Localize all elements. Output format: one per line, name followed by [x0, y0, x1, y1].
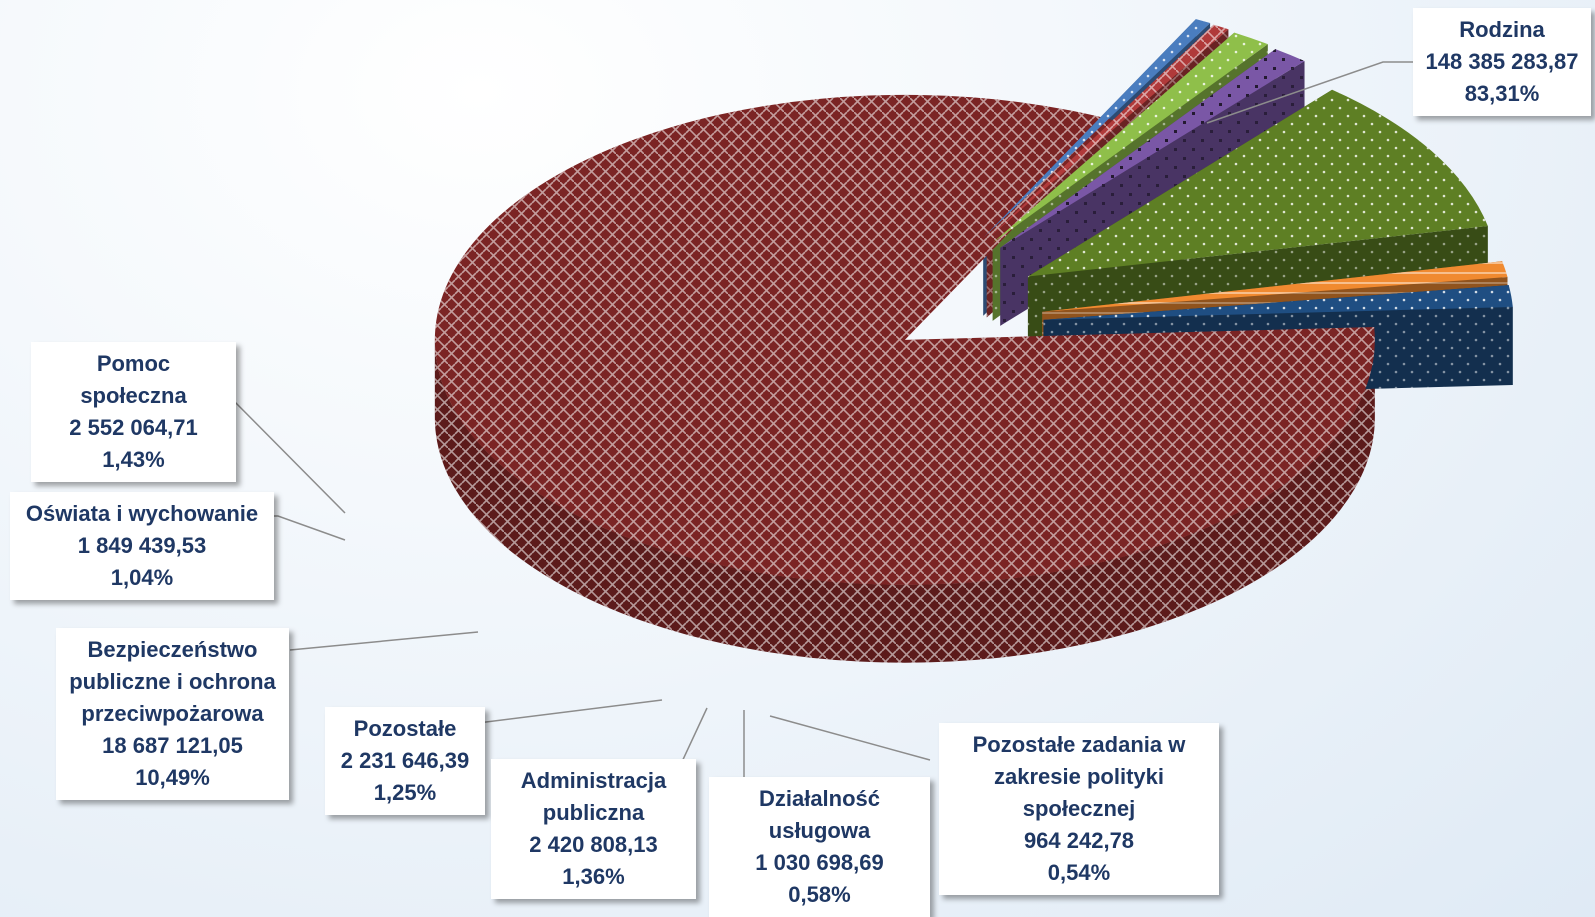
slice-side-rodzina — [434, 339, 1375, 663]
label-pozostale-name: Pozostałe — [353, 716, 457, 741]
label-polityka-spoleczna-name: Pozostałe zadania w zakresie polityki sp… — [972, 732, 1186, 821]
slice-administracja-publiczna — [992, 32, 1268, 243]
slice-dzia-alno-us-ugowa — [986, 24, 1229, 240]
label-pomoc: Pomoc społeczna 2 552 064,71 1,43% — [31, 342, 236, 482]
label-rodzina-value: 148 385 283,87 — [1425, 49, 1579, 74]
label-oswiata: Oświata i wychowanie 1 849 439,53 1,04% — [10, 492, 274, 600]
label-polityka-spoleczna-value: 964 242,78 — [1023, 828, 1135, 853]
label-administracja-name: Administracja publiczna — [520, 768, 667, 825]
label-administracja: Administracja publiczna 2 420 808,13 1,3… — [491, 759, 696, 899]
slice-bezpiecze-stwo-publiczne-i-ochrona-przeciwpo-arowa — [1027, 89, 1488, 277]
label-pozostale-value: 2 231 646,39 — [340, 748, 470, 773]
label-dzialalnosc-percent: 0,58% — [788, 882, 851, 907]
label-oswiata-name: Oświata i wychowanie — [25, 501, 259, 526]
label-dzialalnosc-value: 1 030 698,69 — [755, 850, 884, 875]
label-oswiata-value: 1 849 439,53 — [77, 533, 207, 558]
label-bezpieczenstwo-name: Bezpieczeństwo publiczne i ochrona przec… — [69, 637, 276, 726]
label-pomoc-value: 2 552 064,71 — [69, 415, 198, 440]
label-dzialalnosc: Działalność usługowa 1 030 698,69 0,58% — [709, 777, 930, 917]
label-bezpieczenstwo-percent: 10,49% — [135, 765, 210, 790]
leader-line-2 — [274, 515, 346, 541]
label-oswiata-percent: 1,04% — [110, 565, 174, 590]
slice-pozosta-e-zadania-w-zakresie-polityki-spo-ecznej — [983, 19, 1211, 238]
slice-pozosta-e — [1000, 49, 1305, 248]
label-bezpieczenstwo-value: 18 687 121,05 — [102, 733, 243, 758]
pie-top-layer — [434, 19, 1513, 585]
slice-o-wiata-i-wychowanie — [1042, 261, 1508, 312]
label-pomoc-percent: 1,43% — [102, 447, 165, 472]
label-rodzina-percent: 83,31% — [1464, 81, 1540, 106]
label-pozostale: Pozostałe 2 231 646,39 1,25% — [325, 707, 485, 815]
label-dzialalnosc-name: Działalność usługowa — [758, 786, 881, 843]
leader-line-4 — [477, 699, 663, 724]
label-bezpieczenstwo: Bezpieczeństwo publiczne i ochrona przec… — [56, 628, 289, 800]
label-pozostale-percent: 1,25% — [373, 780, 437, 805]
leader-line-3 — [289, 631, 479, 651]
label-rodzina-name: Rodzina — [1459, 17, 1545, 42]
slice-pomoc-spo-eczna — [1043, 285, 1513, 320]
label-administracja-value: 2 420 808,13 — [529, 832, 658, 857]
label-pomoc-name: Pomoc społeczna — [80, 351, 187, 408]
slice-rodzina — [434, 94, 1375, 585]
label-rodzina: Rodzina 148 385 283,87 83,31% — [1413, 8, 1591, 116]
label-polityka-spoleczna: Pozostałe zadania w zakresie polityki sp… — [939, 723, 1219, 895]
leader-line-0 — [1206, 61, 1413, 124]
leader-line-7 — [769, 715, 931, 761]
label-administracja-percent: 1,36% — [562, 864, 625, 889]
label-polityka-spoleczna-percent: 0,54% — [1047, 860, 1111, 885]
